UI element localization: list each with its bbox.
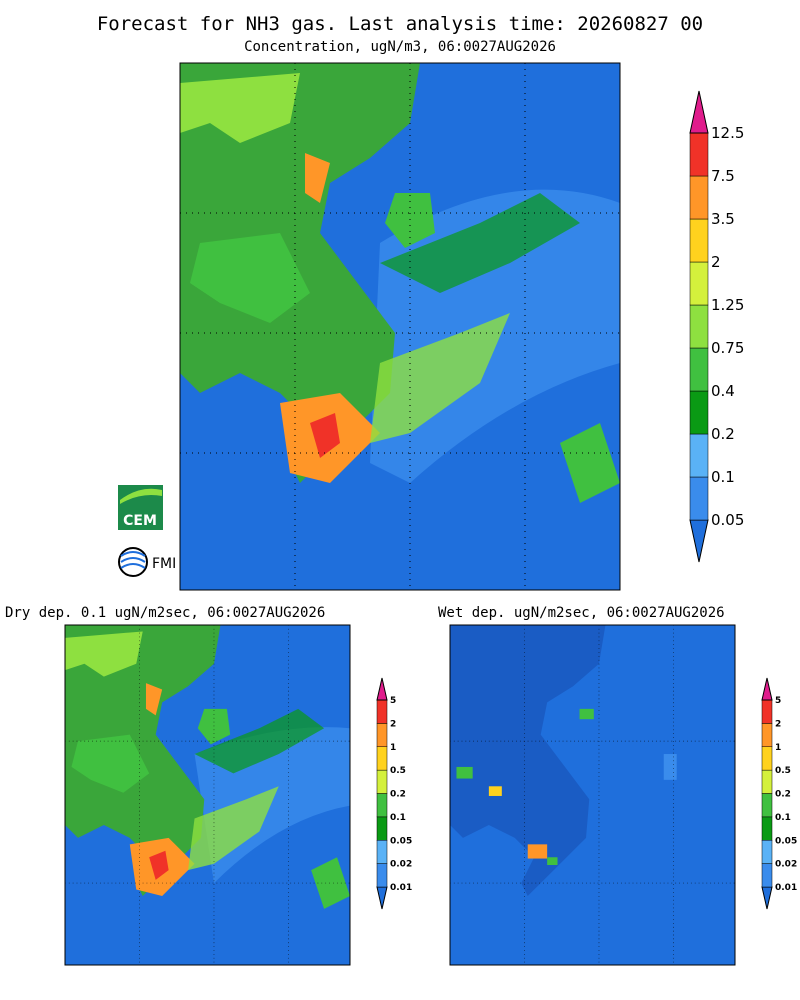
colorbar-label: 0.2 — [711, 425, 735, 443]
colorbar-segment — [761, 816, 773, 841]
colorbar-segment — [689, 175, 709, 220]
colorbar-segment — [761, 793, 773, 818]
colorbar-triangle — [689, 519, 709, 563]
colorbar-segment — [761, 723, 773, 747]
panel-title: Wet dep. ugN/m2sec, 06:0027AUG2026 — [438, 605, 725, 621]
colorbar-segment — [689, 304, 709, 349]
colorbar-label: 7.5 — [711, 167, 735, 185]
colorbar-segment — [761, 769, 773, 794]
colorbar-label: 0.05 — [390, 836, 412, 846]
colorbar-label: 2 — [390, 719, 396, 729]
colorbar-label: 0.05 — [775, 836, 797, 846]
colorbar-label: 1 — [390, 743, 396, 753]
colorbar-label: 0.1 — [775, 813, 791, 823]
colorbar-segment — [761, 746, 773, 771]
colorbar-label: 0.4 — [711, 382, 735, 400]
colorbar-label: 0.5 — [390, 766, 406, 776]
colorbar-label: 0.02 — [775, 860, 797, 870]
colorbar-segment — [689, 261, 709, 306]
colorbar-label: 1.25 — [711, 296, 744, 314]
colorbar-label: 0.5 — [775, 766, 791, 776]
colorbar-segment — [376, 723, 388, 747]
colorbar-segment — [689, 433, 709, 478]
colorbar-label: 0.01 — [390, 883, 412, 893]
colorbar-triangle — [689, 90, 709, 134]
colorbar-triangle — [376, 886, 388, 910]
colorbar-label: 0.2 — [390, 790, 406, 800]
dry-dep-map — [64, 624, 351, 966]
colorbar-label: 0.02 — [390, 860, 412, 870]
colorbar-segment — [761, 840, 773, 864]
colorbar-label: 3.5 — [711, 210, 735, 228]
colorbar-segment — [689, 218, 709, 263]
colorbar-label: 0.2 — [775, 790, 791, 800]
panel-title: Dry dep. 0.1 ugN/m2sec, 06:0027AUG2026 — [5, 605, 325, 621]
colorbar-segment — [376, 769, 388, 794]
colorbar-segment — [761, 863, 773, 888]
colorbar-segment — [689, 476, 709, 521]
cem-text: CEM — [123, 513, 157, 529]
main-map — [179, 62, 621, 591]
colorbar-segment — [376, 840, 388, 864]
colorbar-label: 0.1 — [390, 813, 406, 823]
colorbar-segment — [689, 132, 709, 177]
colorbar-segment — [689, 347, 709, 392]
cem-logo: CEM — [118, 485, 163, 530]
colorbar-label: 0.1 — [711, 468, 735, 486]
panel-title: Concentration, ugN/m3, 06:0027AUG2026 — [244, 39, 556, 55]
colorbar-triangle — [376, 677, 388, 701]
colorbar-segment — [376, 793, 388, 818]
title: Forecast for NH3 gas. Last analysis time… — [97, 13, 703, 35]
colorbar-label: 0.05 — [711, 511, 744, 529]
colorbar-segment — [376, 746, 388, 771]
colorbar-segment — [689, 390, 709, 435]
colorbar-triangle — [761, 886, 773, 910]
colorbar-label: 5 — [390, 696, 396, 706]
colorbar-segment — [761, 699, 773, 724]
colorbar-triangle — [761, 677, 773, 701]
colorbar-segment — [376, 699, 388, 724]
colorbar-label: 12.5 — [711, 124, 744, 142]
colorbar-label: 2 — [711, 253, 721, 271]
wet-dep-map — [449, 624, 736, 966]
colorbar-segment — [376, 816, 388, 841]
colorbar-label: 5 — [775, 696, 781, 706]
fmi-text: FMI — [152, 556, 176, 572]
colorbar-label: 0.75 — [711, 339, 744, 357]
colorbar-label: 1 — [775, 743, 781, 753]
colorbar-label: 0.01 — [775, 883, 797, 893]
colorbar-label: 2 — [775, 719, 781, 729]
fmi-logo: FMI — [118, 547, 176, 577]
colorbar-segment — [376, 863, 388, 888]
